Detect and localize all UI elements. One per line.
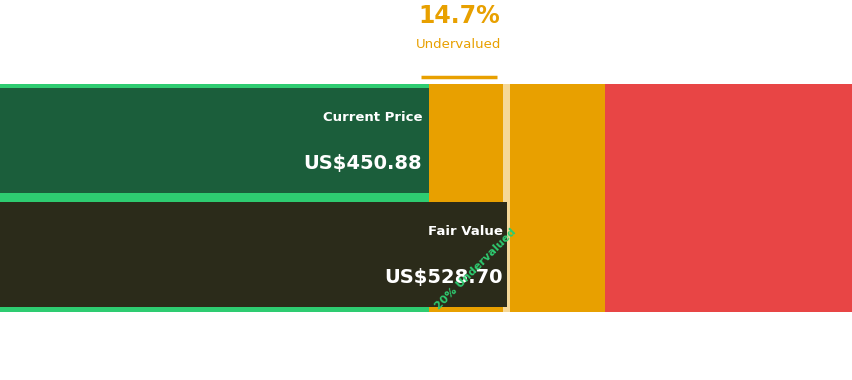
Text: Fair Value: Fair Value xyxy=(427,225,502,238)
Bar xyxy=(0,202,506,307)
Bar xyxy=(0,88,429,193)
Bar xyxy=(0,84,429,312)
Bar xyxy=(503,84,509,312)
Text: 20% Overvalued: 20% Overvalued xyxy=(608,232,688,311)
Text: Current Price: Current Price xyxy=(322,111,422,124)
Bar xyxy=(506,84,604,312)
Bar xyxy=(604,84,852,312)
Text: About Right: About Right xyxy=(510,252,570,311)
Text: US$450.88: US$450.88 xyxy=(303,154,422,173)
Text: Undervalued: Undervalued xyxy=(416,38,501,51)
Text: 20% Undervalued: 20% Undervalued xyxy=(433,226,517,311)
Bar xyxy=(429,84,506,312)
Text: US$528.70: US$528.70 xyxy=(383,268,502,287)
Text: 14.7%: 14.7% xyxy=(417,4,499,28)
